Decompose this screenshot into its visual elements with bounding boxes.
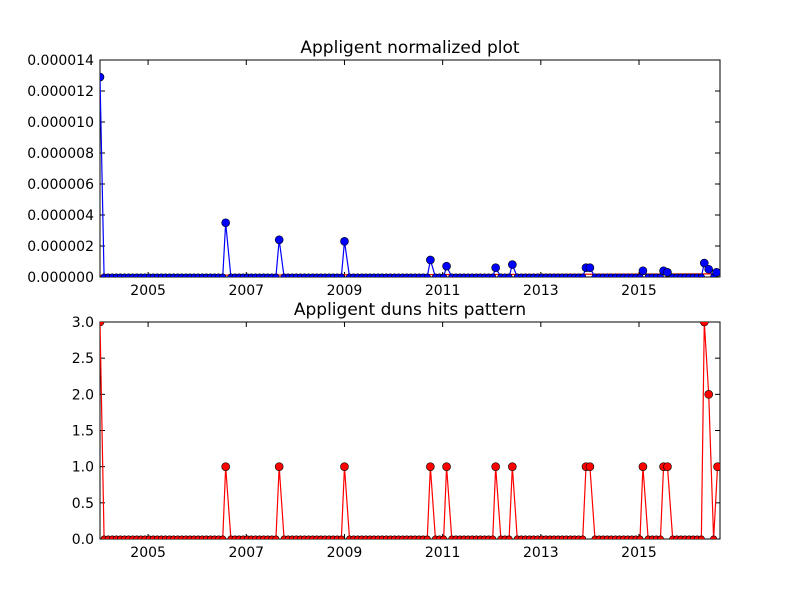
normalized-zero-point: [219, 273, 227, 277]
normalized-ytick-label: 0.000002: [27, 239, 94, 255]
normalized-data-point: [663, 268, 672, 277]
duns-data-point: [585, 462, 595, 471]
duns-data-point: [638, 462, 648, 471]
duns-zero-point: [219, 535, 227, 539]
normalized-zero-point: [337, 273, 345, 277]
duns-ytick-label: 2.0: [72, 387, 94, 403]
duns-data-point: [442, 462, 451, 471]
duns-zero-point: [636, 535, 644, 539]
duns-ytick-label: 0.5: [72, 496, 94, 512]
duns-xtick-label: 2009: [327, 545, 363, 561]
duns-data-point: [100, 322, 105, 327]
duns-plot-frame: [99, 321, 721, 540]
duns-xtick-label: 2013: [523, 545, 559, 561]
duns-zero-point: [423, 535, 431, 539]
duns-ytick-label: 2.5: [72, 351, 94, 367]
duns-data-point: [491, 462, 500, 471]
normalized-plot-chart: Appligent normalized plot 0.000000 0.0000…: [27, 38, 721, 299]
normalized-plot-frame: [99, 59, 721, 278]
normalized-data-point: [638, 266, 648, 276]
normalized-plot-area: [100, 72, 720, 277]
duns-ytick-label: 1.5: [72, 424, 94, 440]
duns-xtick-label: 2011: [425, 545, 461, 561]
duns-zero-point: [656, 535, 664, 539]
normalized-data-point: [491, 263, 500, 273]
normalized-zero-point: [697, 273, 705, 277]
duns-zero-point: [710, 535, 718, 539]
normalized-data-point: [442, 261, 451, 271]
normalized-xtick-label: 2009: [327, 283, 363, 299]
duns-data-point: [274, 462, 284, 471]
duns-zero-point: [505, 535, 513, 539]
normalized-zero-point: [505, 273, 513, 277]
normalized-zero-point: [579, 273, 587, 277]
duns-series-line: [100, 322, 719, 539]
normalized-data-point: [221, 218, 230, 228]
duns-plot-area: [100, 322, 720, 539]
duns-xtick-label: 2005: [130, 545, 166, 561]
normalized-ytick-label: 0.000008: [27, 146, 94, 162]
duns-data-point: [704, 390, 714, 399]
normalized-zero-point: [440, 273, 448, 277]
duns-data-point: [713, 462, 720, 471]
duns-zero-point: [489, 535, 497, 539]
normalized-data-point: [508, 260, 517, 269]
duns-zero-point: [697, 535, 705, 539]
normalized-data-point: [426, 255, 435, 265]
duns-ytick-label: 3.0: [72, 315, 94, 331]
normalized-ytick-label: 0.000014: [27, 53, 94, 69]
normalized-ytick-label: 0.000010: [27, 115, 94, 131]
normalized-data-point: [340, 237, 349, 246]
normalized-data-point: [712, 268, 720, 277]
normalized-zero-point: [423, 273, 431, 277]
duns-ytick-label: 1.0: [72, 460, 94, 476]
normalized-xtick-label: 2011: [425, 283, 461, 299]
duns-data-point: [426, 462, 435, 471]
normalized-data-point: [274, 235, 284, 245]
normalized-data-point: [704, 264, 714, 274]
normalized-xtick-label: 2007: [228, 283, 264, 299]
normalized-xtick-label: 2015: [621, 283, 657, 299]
duns-data-point: [221, 462, 230, 471]
duns-hits-chart: Appligent duns hits pattern 0.0 0.5 1.0 1.5…: [72, 300, 721, 561]
duns-zero-point: [579, 535, 587, 539]
duns-data-point: [508, 462, 517, 471]
normalized-plot-title: Appligent normalized plot: [300, 38, 520, 58]
normalized-ytick-label: 0.000000: [27, 270, 94, 286]
duns-xtick-label: 2007: [228, 545, 264, 561]
normalized-data-point: [100, 72, 105, 82]
duns-data-point: [340, 462, 349, 471]
normalized-data-point: [585, 263, 595, 273]
duns-data-point: [663, 462, 672, 471]
normalized-xtick-label: 2005: [130, 283, 166, 299]
duns-zero-point: [337, 535, 345, 539]
normalized-zero-point: [272, 273, 280, 277]
normalized-ytick-label: 0.000012: [27, 84, 94, 100]
duns-xtick-label: 2015: [621, 545, 657, 561]
normalized-data-point: [699, 258, 709, 268]
duns-data-point: [699, 322, 709, 327]
normalized-zero-point: [489, 273, 497, 277]
duns-ytick-label: 0.0: [72, 532, 94, 548]
normalized-series-line: [100, 77, 718, 277]
duns-zero-point: [440, 535, 448, 539]
normalized-ytick-label: 0.000006: [27, 177, 94, 193]
normalized-xtick-label: 2013: [523, 283, 559, 299]
duns-hits-title: Appligent duns hits pattern: [294, 300, 526, 320]
normalized-ytick-label: 0.000004: [27, 208, 94, 224]
duns-zero-point: [272, 535, 280, 539]
